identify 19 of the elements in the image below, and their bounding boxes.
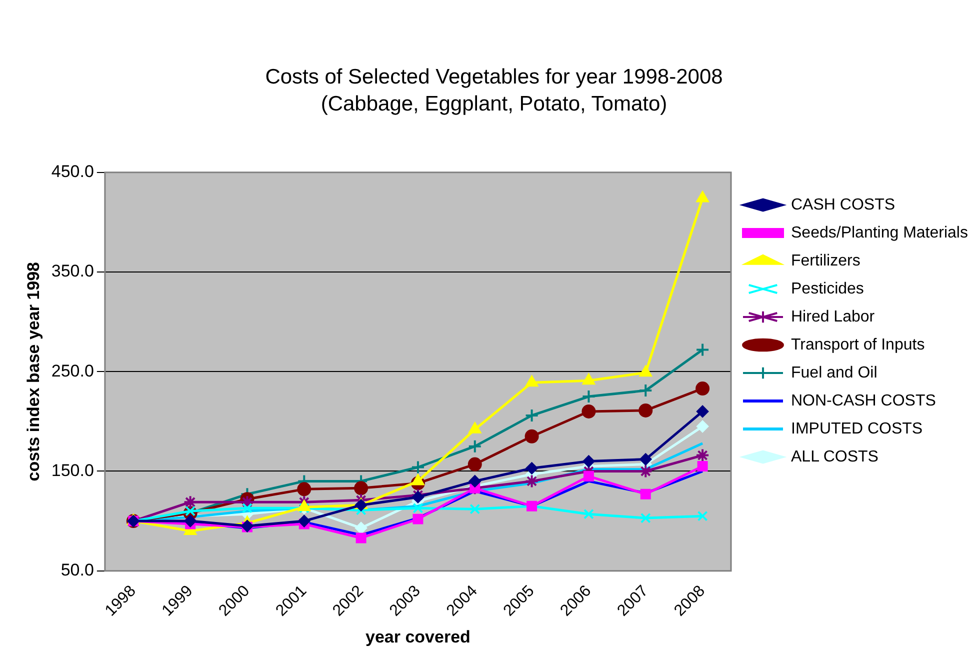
- y-tick-label: 50.0: [60, 560, 94, 580]
- y-tick-label: 150.0: [51, 460, 94, 480]
- legend-label: NON-CASH COSTS: [791, 392, 936, 410]
- y-axis-title: costs index base year 1998: [24, 262, 43, 482]
- chart-subtitle: (Cabbage, Eggplant, Potato, Tomato): [320, 92, 668, 116]
- chart-title: Costs of Selected Vegetables for year 1998-2008: [265, 65, 723, 88]
- legend-label: Fuel and Oil: [791, 364, 878, 382]
- legend-label: Pesticides: [791, 280, 864, 298]
- legend-label: Fertilizers: [791, 252, 860, 270]
- y-tick-label: 450.0: [51, 162, 94, 182]
- y-tick-label: 250.0: [51, 361, 94, 380]
- legend-label: Transport of Inputs: [791, 336, 925, 354]
- x-axis-title: year covered: [366, 627, 470, 646]
- legend-label: CASH COSTS: [791, 196, 896, 214]
- legend-label: IMPUTED COSTS: [791, 420, 923, 438]
- legend-label: ALL COSTS: [791, 448, 878, 466]
- legend-label: Seeds/Planting Materials: [791, 224, 968, 242]
- legend-label: Hired Labor: [791, 308, 876, 326]
- y-tick-label: 350.0: [51, 262, 94, 281]
